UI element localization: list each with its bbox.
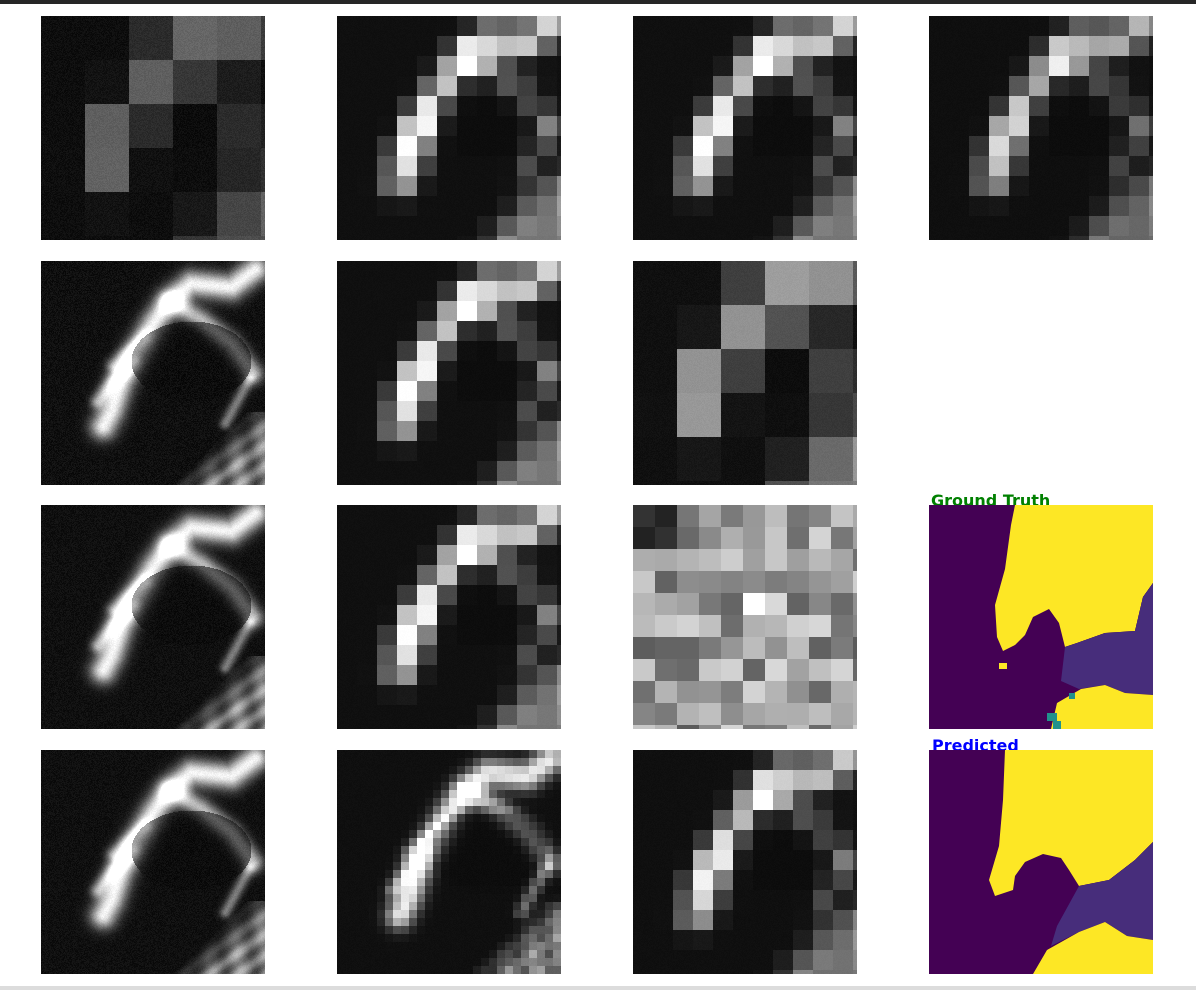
satellite-band-image (337, 16, 561, 240)
satellite-band-image (633, 261, 857, 485)
satellite-band-image (41, 505, 265, 729)
satellite-band-image (41, 750, 265, 974)
predicted-label: Predicted (932, 736, 1019, 755)
satellite-band-image (41, 16, 265, 240)
satellite-band-image (633, 750, 857, 974)
satellite-band-image (337, 505, 561, 729)
top-border (0, 0, 1196, 4)
satellite-band-image (41, 261, 265, 485)
noise-band-image (633, 505, 857, 729)
predicted-mask (929, 750, 1153, 974)
ground-truth-mask (929, 505, 1153, 729)
satellite-band-image (633, 16, 857, 240)
satellite-band-image (929, 16, 1153, 240)
ground-truth-label: Ground Truth (931, 491, 1051, 510)
bottom-border (0, 986, 1196, 990)
satellite-band-image (337, 261, 561, 485)
satellite-band-image (337, 750, 561, 974)
